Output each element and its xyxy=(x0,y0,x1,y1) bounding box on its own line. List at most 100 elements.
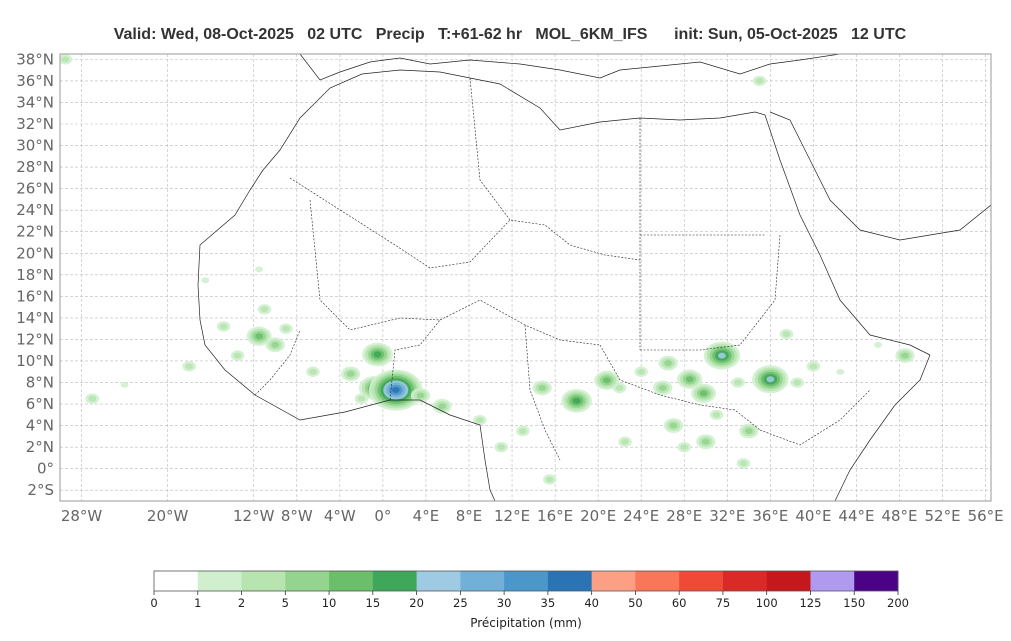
latitude-label: 6°N xyxy=(26,395,54,413)
colorbar-swatch xyxy=(329,571,374,591)
precip-cell xyxy=(836,368,845,375)
latitude-label: 30°N xyxy=(16,137,54,155)
colorbar-swatch xyxy=(416,571,461,591)
colorbar-tick-label: 1 xyxy=(194,596,201,610)
colorbar-tick-label: 20 xyxy=(409,596,424,610)
init-time: init: Sun, 05-Oct-2025 12 UTC xyxy=(674,26,907,43)
coastline-red-sea xyxy=(764,114,931,356)
precip-cell xyxy=(782,331,791,338)
precip-cell xyxy=(260,306,269,313)
colorbar-swatch xyxy=(591,571,636,591)
precip-cell xyxy=(621,438,629,445)
longitude-label: 12°E xyxy=(494,507,530,525)
longitude-label: 20°E xyxy=(580,507,616,525)
precip-cell xyxy=(88,395,97,402)
colorbar-tick-label: 30 xyxy=(497,596,512,610)
precip-cell xyxy=(739,460,748,467)
precip-cell xyxy=(734,379,742,386)
latitude-label: 34°N xyxy=(16,93,54,111)
colorbar-swatch xyxy=(460,571,505,591)
latitude-label: 14°N xyxy=(16,309,54,327)
coastline-arabia xyxy=(769,111,991,241)
precip-cell xyxy=(271,341,280,348)
colorbar-tick-label: 40 xyxy=(584,596,599,610)
precip-cell xyxy=(201,277,210,284)
latitude-label: 38°N xyxy=(16,50,54,68)
coastline-north-africa xyxy=(262,69,766,171)
colorbar-tick-label: 75 xyxy=(716,596,731,610)
country-borders xyxy=(254,77,871,461)
precip-cell xyxy=(602,377,611,384)
longitude-label: 20°W xyxy=(147,507,189,525)
graticule xyxy=(60,54,991,501)
colorbar-frame xyxy=(153,570,899,592)
colorbar-swatch xyxy=(504,571,549,591)
colorbar-tick-label: 10 xyxy=(322,596,337,610)
latitude-label: 4°N xyxy=(26,417,54,435)
latitude-label: 28°N xyxy=(16,158,54,176)
colorbar-tick-label: 125 xyxy=(799,596,821,610)
precip-cell xyxy=(699,390,708,397)
colorbar-tick-label: 60 xyxy=(672,596,687,610)
latitude-label: 12°N xyxy=(16,330,54,348)
colorbar-swatch xyxy=(635,571,680,591)
precip-cell xyxy=(255,266,264,273)
precip-map: 38°N 36°N 34°N 32°N 30°N 28°N 26°N 24°N 22°N 20°N… xyxy=(16,50,1004,525)
longitude-label: 4°E xyxy=(413,507,440,525)
colorbar-tick-label: 150 xyxy=(843,596,865,610)
precip-cell xyxy=(793,379,802,386)
colorbar-tick-label: 2 xyxy=(238,596,245,610)
colorbar-ticks: 0 1 2 5 10 15 20 25 30 35 40 50 60 75 100 125 150 200 xyxy=(150,591,909,610)
precip-cell xyxy=(416,392,425,399)
colorbar-swatch xyxy=(766,571,811,591)
map-frame xyxy=(59,53,992,502)
precip-cell xyxy=(391,387,400,394)
colorbar-tick-label: 5 xyxy=(282,596,289,610)
coastline-west-africa xyxy=(197,169,496,501)
longitude-label: 0° xyxy=(374,507,391,525)
colorbar-tick-label: 25 xyxy=(453,596,468,610)
longitude-label: 36°E xyxy=(752,507,788,525)
precip-cell xyxy=(373,351,382,358)
precip-cell xyxy=(685,376,694,383)
model-name: MOL_6KM_IFS xyxy=(535,26,648,43)
longitude-label: 8°E xyxy=(456,507,483,525)
longitude-label: 8°W xyxy=(281,507,313,525)
colorbar-tick-label: 50 xyxy=(628,596,643,610)
map-title: Valid: Wed, 08-Oct-2025 02 UTC Precip T:… xyxy=(0,8,1011,44)
longitude-label: 48°E xyxy=(881,507,917,525)
precip-cell xyxy=(637,368,646,375)
latitude-label: 26°N xyxy=(16,180,54,198)
longitude-label: 44°E xyxy=(838,507,874,525)
colorbar-swatch xyxy=(154,571,199,591)
precip-cell xyxy=(874,341,882,348)
latitude-label: 2°S xyxy=(27,481,54,499)
precip-cell xyxy=(282,325,290,332)
colorbar-swatch xyxy=(722,571,768,591)
latitude-label: 10°N xyxy=(16,352,54,370)
precip-cell xyxy=(766,376,775,383)
precip-cell xyxy=(538,384,547,391)
precip-cell xyxy=(120,381,129,388)
longitude-label: 40°E xyxy=(795,507,831,525)
precip-cell xyxy=(255,333,264,340)
precip-cell xyxy=(475,417,484,424)
precip-cell xyxy=(701,438,710,445)
colorbar-swatch xyxy=(810,571,855,591)
longitude-label: 52°E xyxy=(925,507,961,525)
colorbar-tick-label: 15 xyxy=(366,596,381,610)
precip-cell xyxy=(185,363,194,370)
latitude-label: 24°N xyxy=(16,201,54,219)
colorbar-swatch xyxy=(241,571,286,591)
valid-time: Valid: Wed, 08-Oct-2025 02 UTC xyxy=(113,26,363,43)
precip-cell xyxy=(669,422,678,429)
longitude-labels: 28°W 20°W 12°W 8°W 4°W 0° 4°E 8°E 12°E 16°E 20°E 24… xyxy=(61,507,1004,525)
longitude-label: 12°W xyxy=(233,507,275,525)
colorbar-swatch xyxy=(679,571,724,591)
precip-cell xyxy=(309,368,317,375)
latitude-labels: 38°N 36°N 34°N 32°N 30°N 28°N 26°N 24°N 22°N 20°N… xyxy=(16,50,54,499)
colorbar-tick-label: 0 xyxy=(150,596,157,610)
colorbar-tick-label: 100 xyxy=(756,596,778,610)
latitude-label: 0° xyxy=(37,460,54,478)
coastline-east-africa xyxy=(834,354,931,501)
